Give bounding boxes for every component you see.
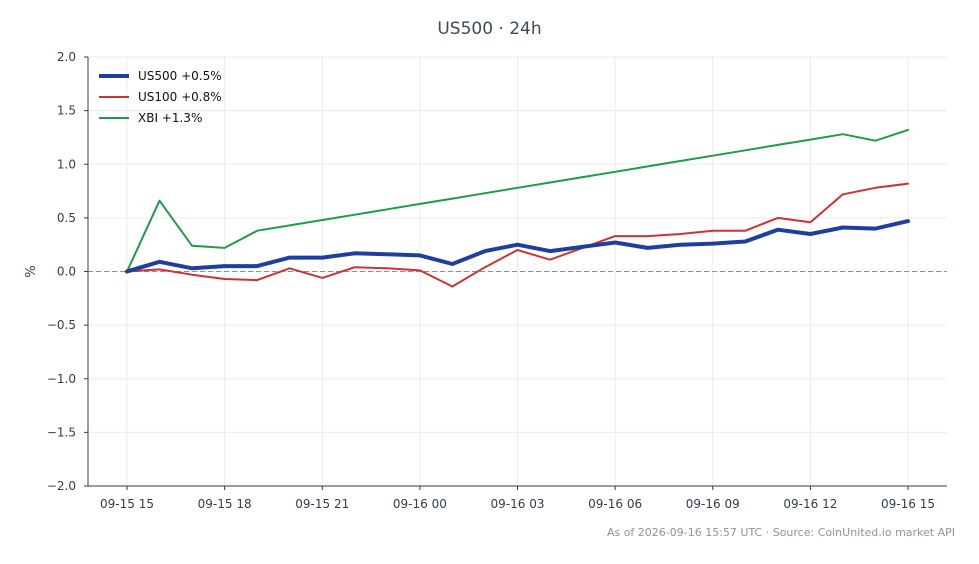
y-tick-label: −1.5 (47, 425, 76, 439)
y-tick-label: 0.5 (57, 211, 76, 225)
y-axis-label: % (24, 265, 39, 277)
x-tick-label: 09-15 21 (295, 497, 349, 511)
x-tick-label: 09-15 15 (100, 497, 154, 511)
legend-entry: US500 +0.5% (138, 69, 222, 83)
x-tick-label: 09-16 15 (881, 497, 935, 511)
series-lines (125, 128, 910, 288)
series-line-1 (126, 182, 909, 288)
x-tick-label: 09-16 00 (393, 497, 447, 511)
series-line-0 (125, 219, 910, 274)
x-tick-label: 09-15 18 (198, 497, 252, 511)
x-tick-label: 09-16 06 (588, 497, 642, 511)
x-tick-label: 09-16 12 (783, 497, 837, 511)
y-tick-label: 1.0 (57, 157, 76, 171)
y-tick-label: −2.0 (47, 479, 76, 493)
axes: −2.0 −1.5 −1.0 −0.5 0.0 0.5 1.0 1.5 2.0 09-15 15 0… (24, 50, 947, 511)
source-footer: As of 2026-09-16 15:57 UTC · Source: Coi… (606, 526, 955, 539)
y-tick-label: 2.0 (57, 50, 76, 64)
y-tick-label: 1.5 (57, 104, 76, 118)
y-tick-label: 0.0 (57, 265, 76, 279)
chart-title: US500 · 24h (437, 19, 542, 39)
x-tick-label: 09-16 09 (686, 497, 740, 511)
y-tick-label: −0.5 (47, 318, 76, 332)
y-tick-label: −1.0 (47, 372, 76, 386)
x-tick-label: 09-16 03 (491, 497, 545, 511)
legend-entry: XBI +1.3% (138, 111, 202, 125)
series-line-2 (126, 128, 909, 273)
legend-entry: US100 +0.8% (138, 90, 222, 104)
legend: US500 +0.5% US100 +0.8% XBI +1.3% (99, 69, 222, 125)
